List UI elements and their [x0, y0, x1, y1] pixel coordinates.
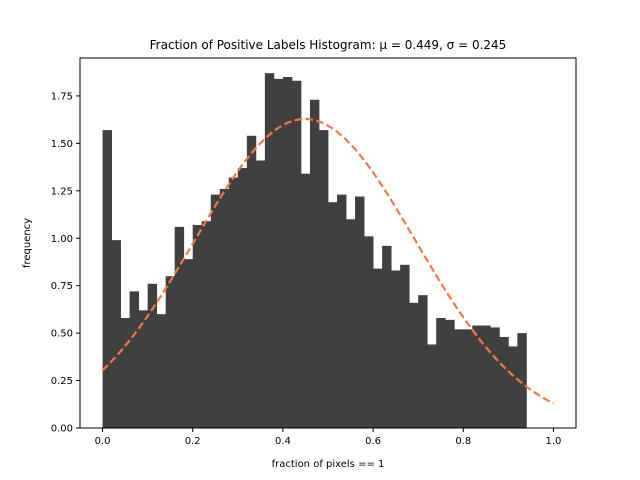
- histogram-bar: [472, 325, 482, 428]
- histogram-bar: [174, 226, 185, 428]
- y-tick-label: 0.00: [51, 424, 73, 435]
- histogram-bar: [427, 344, 437, 428]
- y-tick-label: 1.00: [51, 234, 73, 245]
- histogram-bar: [309, 99, 320, 429]
- histogram-bar: [400, 264, 410, 428]
- histogram-bar: [156, 314, 167, 428]
- y-axis-label: frequency: [22, 218, 33, 268]
- histogram-bar: [355, 196, 365, 428]
- histogram-bar: [147, 283, 158, 428]
- histogram-bar: [165, 276, 176, 428]
- chart-title: Fraction of Positive Labels Histogram: μ…: [150, 38, 507, 52]
- histogram-bar: [300, 173, 311, 428]
- histogram-bar: [111, 240, 121, 428]
- histogram-bar: [120, 317, 130, 428]
- histogram-bar: [337, 194, 347, 428]
- histogram-bar: [445, 319, 455, 428]
- histogram-bar: [346, 219, 356, 428]
- x-tick-label: 1.0: [546, 436, 562, 447]
- y-tick-label: 1.25: [51, 186, 73, 197]
- histogram-bar: [228, 177, 239, 428]
- histogram-bar: [418, 295, 428, 428]
- y-tick-label: 0.25: [51, 376, 73, 387]
- x-tick-label: 0.0: [95, 436, 111, 447]
- histogram-bars: [102, 73, 527, 429]
- histogram-bar: [364, 236, 374, 428]
- normal-fit-curve: [101, 117, 554, 405]
- histogram-bar: [102, 130, 112, 428]
- histogram-bar: [291, 80, 302, 429]
- y-tick-label: 0.50: [51, 329, 73, 340]
- histogram-bar: [192, 224, 203, 428]
- x-axis: 0.0 0.2 0.4 0.6 0.8 1.0: [95, 428, 562, 447]
- histogram-bar: [391, 270, 401, 428]
- histogram-bar: [183, 259, 194, 428]
- histogram-bar: [237, 168, 248, 429]
- histogram-bar: [454, 329, 464, 428]
- histogram-bar: [219, 188, 230, 428]
- histogram-bar: [264, 73, 275, 429]
- histogram-bar: [499, 336, 509, 428]
- histogram-bar: [436, 317, 446, 428]
- histogram-bar: [282, 76, 293, 428]
- y-tick-label: 0.75: [51, 281, 73, 292]
- histogram-bar: [508, 346, 518, 428]
- x-tick-label: 0.8: [455, 436, 471, 447]
- plot-frame: [79, 57, 577, 429]
- y-tick-label: 1.75: [51, 91, 73, 102]
- histogram-bar: [129, 291, 140, 428]
- histogram-bar: [373, 268, 383, 428]
- histogram-bar: [517, 333, 527, 428]
- histogram-bar: [246, 135, 257, 429]
- x-tick-label: 0.6: [365, 436, 381, 447]
- x-axis-label: fraction of pixels == 1: [272, 459, 385, 470]
- histogram-bar: [481, 325, 491, 428]
- x-tick-label: 0.4: [275, 436, 291, 447]
- histogram-bar: [318, 130, 329, 428]
- y-axis: 0.00 0.25 0.50 0.75 1.00 1.25 1.50 1.75: [51, 91, 80, 435]
- histogram-bar: [201, 221, 212, 428]
- histogram-bar: [255, 160, 266, 428]
- histogram-bar: [138, 310, 149, 428]
- histogram-bar: [328, 202, 338, 428]
- histogram-bar: [210, 194, 221, 428]
- histogram-bar: [382, 245, 392, 428]
- histogram-bar: [463, 329, 473, 428]
- histogram-bar: [490, 327, 500, 428]
- histogram-bar: [273, 78, 284, 429]
- y-tick-label: 1.50: [51, 139, 73, 150]
- x-tick-label: 0.2: [185, 436, 201, 447]
- histogram-bar: [409, 302, 419, 428]
